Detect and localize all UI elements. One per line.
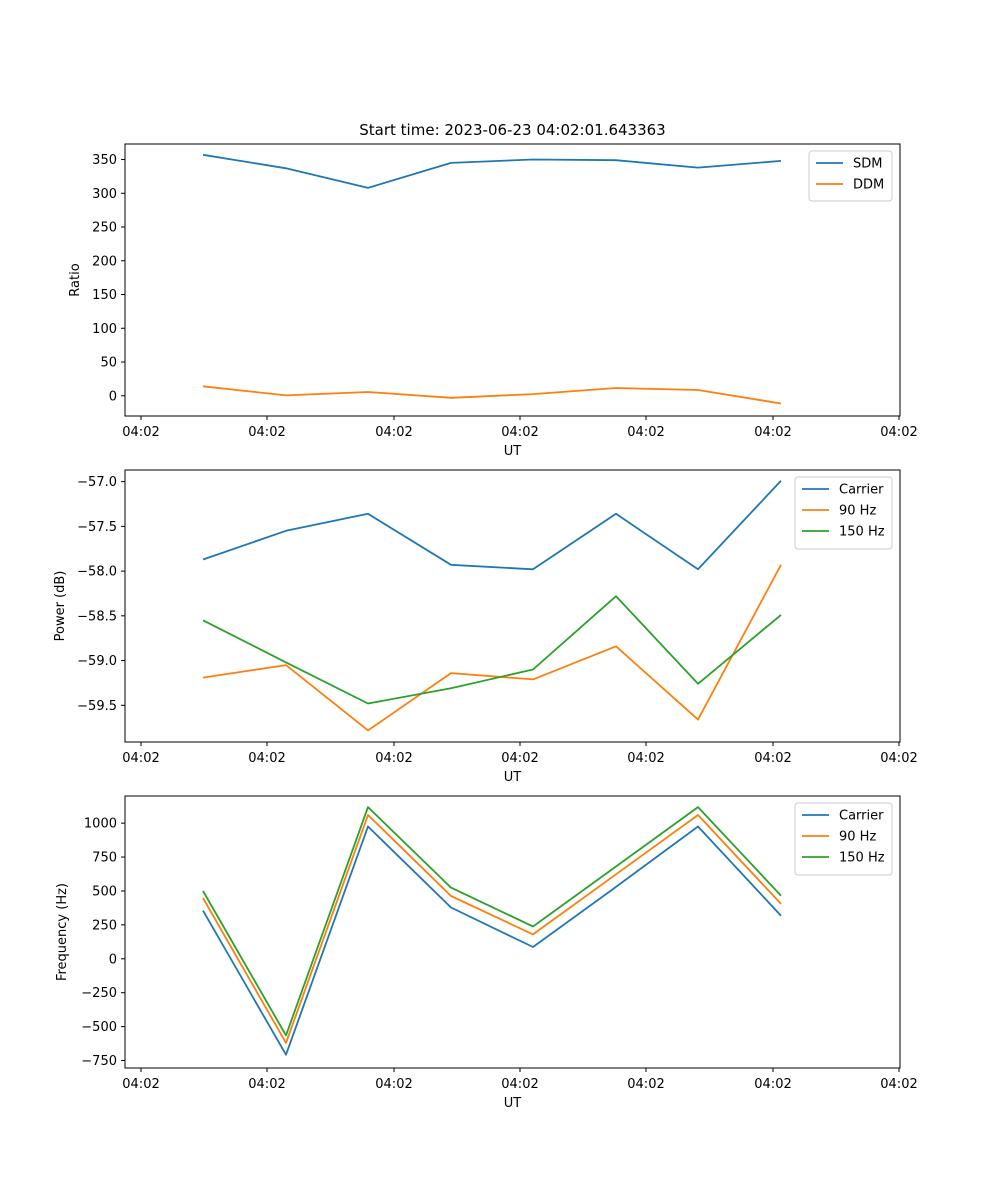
y-tick-label: 500 — [92, 884, 117, 899]
legend: Carrier 90 Hz 150 Hz — [794, 802, 893, 876]
x-tick-label: 04:02 — [122, 425, 159, 440]
x-axis-label: UT — [504, 1096, 522, 1111]
y-tick-label: −500 — [81, 1020, 117, 1035]
x-tick-label: 04:02 — [375, 425, 412, 440]
x-tick-label: 04:02 — [375, 1077, 412, 1092]
x-tick-label: 04:02 — [248, 1077, 285, 1092]
y-tick-label: 50 — [100, 356, 117, 371]
y-tick-label: 750 — [92, 851, 117, 866]
legend-label-ddm: DDM — [853, 178, 884, 193]
legend-label-carrier: Carrier — [839, 809, 884, 824]
y-axis-label: Ratio — [68, 263, 83, 296]
y-tick-label: 350 — [92, 153, 117, 168]
y-tick-label: −250 — [81, 986, 117, 1001]
y-tick-label: −57.0 — [77, 475, 117, 490]
x-tick-label: 04:02 — [375, 751, 412, 766]
y-tick-label: −59.0 — [77, 654, 117, 669]
y-tick-label: 250 — [92, 221, 117, 236]
y-tick-label: 300 — [92, 187, 117, 202]
legend-label-90-hz: 90 Hz — [839, 830, 876, 845]
y-tick-label: 200 — [92, 254, 117, 269]
y-tick-label: −57.5 — [77, 520, 117, 535]
x-tick-label: 04:02 — [501, 425, 538, 440]
y-axis-label: Frequency (Hz) — [55, 883, 70, 981]
x-tick-label: 04:02 — [122, 751, 159, 766]
legend: Carrier 90 Hz 150 Hz — [794, 476, 893, 550]
x-axis-label: UT — [504, 444, 522, 459]
y-tick-label: −58.5 — [77, 609, 117, 624]
ratio-panel: Start time: 2023-06-23 04:02:01.643363 04… — [68, 121, 918, 459]
legend-label-90-hz: 90 Hz — [839, 504, 876, 519]
y-axis-label: Power (dB) — [53, 571, 68, 642]
power-panel: 04:02 04:02 04:02 04:02 04:02 04:02 04:02 UT −57… — [53, 469, 918, 785]
x-tick-label: 04:02 — [754, 1077, 791, 1092]
x-tick-label: 04:02 — [248, 751, 285, 766]
y-tick-label: −59.5 — [77, 699, 117, 714]
y-tick-label: −750 — [81, 1054, 117, 1069]
frequency-panel: 04:02 04:02 04:02 04:02 04:02 04:02 04:02 UT −75… — [55, 795, 918, 1111]
series-line-150-hz — [202, 595, 782, 705]
y-tick-label: 100 — [92, 322, 117, 337]
series-line-ddm — [202, 385, 782, 405]
x-tick-label: 04:02 — [627, 425, 664, 440]
x-tick-label: 04:02 — [122, 1077, 159, 1092]
x-tick-label: 04:02 — [627, 1077, 664, 1092]
series-line-90-hz — [202, 814, 782, 1044]
x-tick-label: 04:02 — [754, 751, 791, 766]
legend: SDM DDM — [808, 150, 893, 202]
y-tick-label: 150 — [92, 288, 117, 303]
x-tick-label: 04:02 — [501, 751, 538, 766]
x-tick-label: 04:02 — [501, 1077, 538, 1092]
x-axis-label: UT — [504, 770, 522, 785]
x-tick-label: 04:02 — [880, 425, 917, 440]
x-tick-label: 04:02 — [248, 425, 285, 440]
series-line-90-hz — [202, 564, 782, 732]
y-tick-label: 0 — [109, 389, 117, 404]
plot-area — [124, 795, 901, 1069]
plot-area — [124, 143, 901, 417]
y-tick-label: −58.0 — [77, 565, 117, 580]
plot-area — [124, 469, 901, 743]
legend-label-150-hz: 150 Hz — [839, 525, 885, 540]
chart-title: Start time: 2023-06-23 04:02:01.643363 — [359, 121, 665, 139]
x-tick-label: 04:02 — [754, 425, 791, 440]
x-tick-label: 04:02 — [880, 751, 917, 766]
series-line-sdm — [202, 153, 782, 189]
y-tick-label: 1000 — [84, 817, 117, 832]
series-line-150-hz — [202, 806, 782, 1037]
series-line-carrier — [202, 480, 782, 571]
legend-label-carrier: Carrier — [839, 483, 884, 498]
x-tick-label: 04:02 — [880, 1077, 917, 1092]
legend-label-sdm: SDM — [853, 157, 882, 172]
series-line-carrier — [202, 825, 782, 1056]
legend-label-150-hz: 150 Hz — [839, 851, 885, 866]
y-tick-label: 0 — [109, 952, 117, 967]
x-tick-label: 04:02 — [627, 751, 664, 766]
y-tick-label: 250 — [92, 918, 117, 933]
